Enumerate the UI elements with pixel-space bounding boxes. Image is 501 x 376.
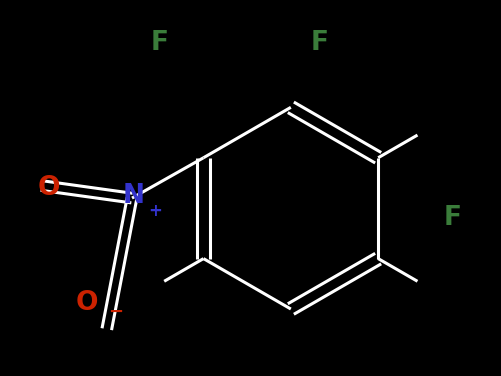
Text: F: F [311, 30, 329, 56]
Text: O: O [38, 175, 60, 201]
Text: +: + [148, 202, 162, 220]
Text: −: − [108, 303, 123, 321]
Text: N: N [123, 182, 145, 209]
Text: O: O [75, 290, 98, 316]
Text: F: F [150, 30, 168, 56]
Text: F: F [443, 205, 461, 231]
